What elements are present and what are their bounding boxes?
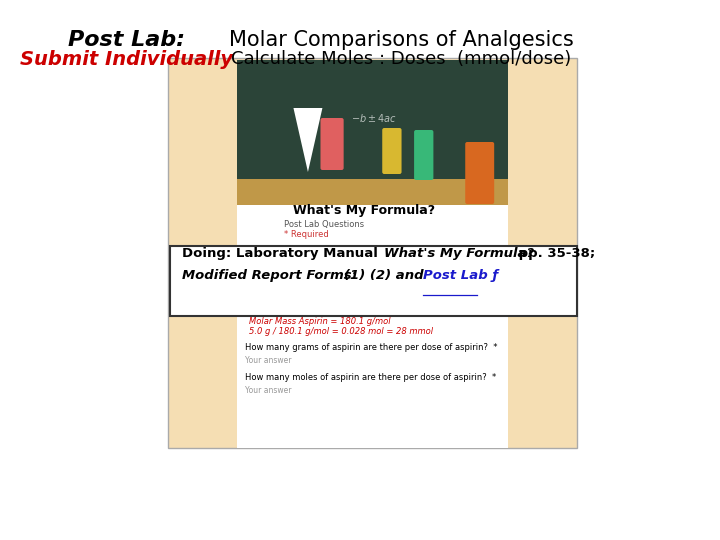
Text: Post Lab:: Post Lab: [68, 30, 185, 50]
Text: 5: 5 [402, 304, 407, 313]
Text: C9H8O4: C9H8O4 [330, 276, 361, 285]
FancyBboxPatch shape [382, 128, 402, 174]
Text: C14H13O3Na: C14H13O3Na [320, 295, 372, 304]
Text: 100 g of each would produce the following number of doses:: 100 g of each would produce the followin… [246, 257, 490, 266]
Text: 15.: 15. [398, 276, 411, 285]
Text: Naproxen Sodium: Naproxen Sodium [258, 295, 333, 304]
Text: What's My Formula?: What's My Formula? [294, 204, 436, 217]
Text: C8H9NO2: C8H9NO2 [327, 304, 364, 313]
Text: * Required: * Required [284, 230, 328, 239]
FancyBboxPatch shape [170, 246, 577, 316]
Text: $-b\pm4ac$: $-b\pm4ac$ [351, 112, 397, 124]
FancyBboxPatch shape [238, 179, 508, 205]
Text: mmol/dose: mmol/dose [434, 266, 485, 275]
Text: Post Lab Questions: Post Lab Questions [284, 220, 364, 229]
Text: Molar Mass Aspirin = 180.1 g/mol: Molar Mass Aspirin = 180.1 g/mol [249, 317, 391, 326]
FancyBboxPatch shape [168, 58, 577, 448]
Text: 5.0 g / 180.1 g/mol = 0.028 mol = 28 mmol: 5.0 g / 180.1 g/mol = 0.028 mol = 28 mmo… [249, 327, 433, 336]
FancyBboxPatch shape [238, 60, 508, 205]
Text: Submit Individually: Submit Individually [20, 50, 233, 69]
Text: 28 mmol: 28 mmol [441, 276, 478, 285]
FancyBboxPatch shape [320, 118, 343, 170]
FancyBboxPatch shape [238, 60, 508, 182]
Text: Molar Comparisons of Analgesics: Molar Comparisons of Analgesics [229, 30, 574, 50]
Text: pp. 35-38;: pp. 35-38; [515, 247, 595, 260]
Text: ?: ? [457, 286, 462, 295]
Text: Modified Report Forms:: Modified Report Forms: [181, 269, 361, 282]
Text: Aspirin: Aspirin [258, 276, 288, 285]
FancyBboxPatch shape [465, 142, 494, 204]
Text: ?: ? [457, 304, 462, 313]
Text: Acetaminophen: Acetaminophen [258, 304, 325, 313]
Text: Doses: Doses [391, 266, 418, 275]
Text: C13H18O2: C13H18O2 [325, 286, 366, 295]
Text: Ibuprofen: Ibuprofen [258, 286, 300, 295]
Text: Your answer: Your answer [246, 386, 292, 395]
Text: ?: ? [457, 295, 462, 304]
FancyBboxPatch shape [414, 130, 433, 180]
Text: Formula: Formula [328, 266, 364, 275]
Text: Your answer: Your answer [246, 356, 292, 365]
Text: How many grams of aspirin are there per dose of aspirin?  *: How many grams of aspirin are there per … [246, 343, 498, 352]
Text: Post Lab ƒ: Post Lab ƒ [423, 269, 498, 282]
Text: Calculate Moles : Doses  (mmol/dose): Calculate Moles : Doses (mmol/dose) [231, 50, 572, 68]
FancyBboxPatch shape [238, 205, 508, 258]
Text: 35: 35 [399, 286, 410, 295]
Text: How many moles of aspirin are there per dose of aspirin?  *: How many moles of aspirin are there per … [246, 373, 497, 382]
Polygon shape [294, 108, 323, 172]
Text: What's My Formula?: What's My Formula? [384, 247, 534, 260]
Text: Doing: Laboratory Manual: Doing: Laboratory Manual [181, 247, 382, 260]
FancyBboxPatch shape [238, 260, 508, 448]
Text: (1) (2) and: (1) (2) and [343, 269, 428, 282]
Text: 22.1: 22.1 [395, 295, 413, 304]
